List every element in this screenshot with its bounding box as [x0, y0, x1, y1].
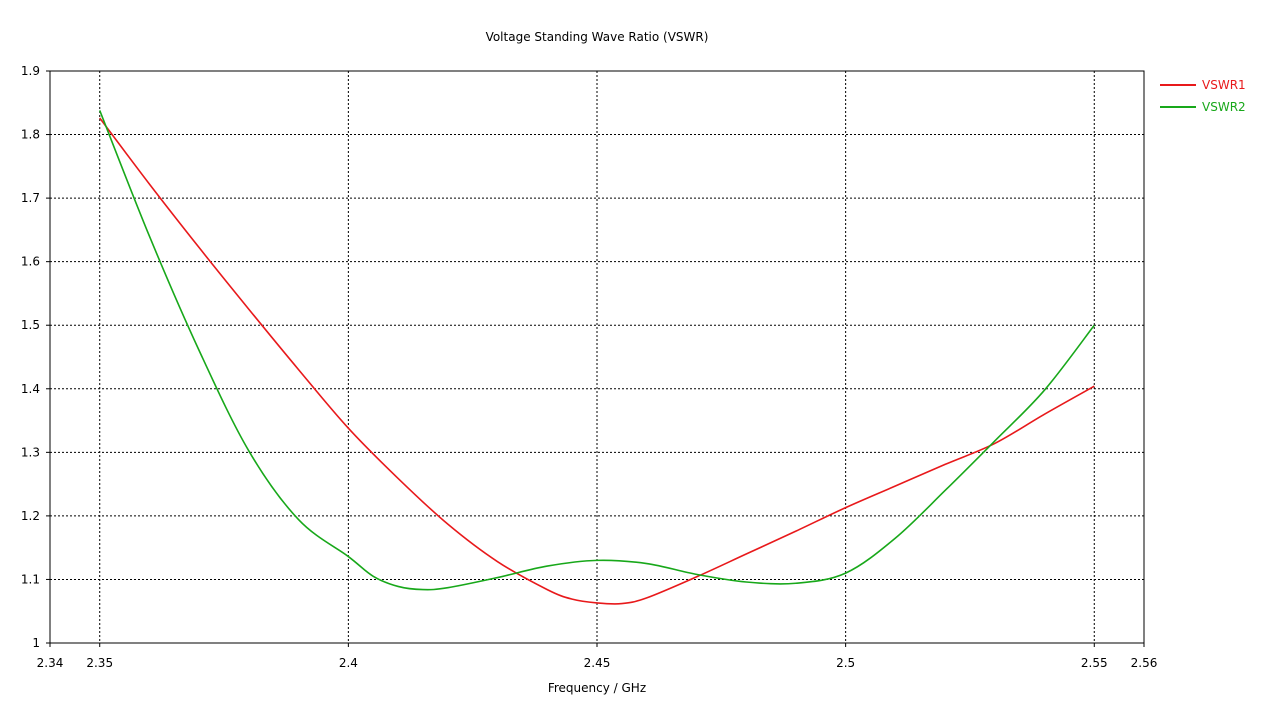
- x-axis-label: Frequency / GHz: [548, 681, 646, 695]
- legend: VSWR1 VSWR2: [1160, 78, 1246, 114]
- x-tick-label: 2.34: [37, 656, 64, 670]
- x-tick-label: 2.45: [584, 656, 611, 670]
- y-tick-label: 1.1: [21, 572, 40, 586]
- y-tick-label: 1.9: [21, 64, 40, 78]
- x-tick-label: 2.35: [86, 656, 113, 670]
- x-tick-label: 2.56: [1131, 656, 1158, 670]
- x-tick-label: 2.4: [339, 656, 358, 670]
- y-tick-label: 1.8: [21, 128, 40, 142]
- grid: [50, 71, 1144, 643]
- y-tick-label: 1.7: [21, 191, 40, 205]
- axis-ticks: 2.34 2.35 2.4 2.45 2.5 2.55 2.56 1 1.1 1.2 1.3 1.4 1…: [21, 64, 1157, 670]
- y-tick-label: 1.5: [21, 318, 40, 332]
- x-tick-label: 2.5: [836, 656, 855, 670]
- legend-label-vswr2: VSWR2: [1202, 100, 1246, 114]
- y-tick-label: 1.2: [21, 509, 40, 523]
- y-tick-label: 1.4: [21, 382, 40, 396]
- y-tick-label: 1: [32, 636, 40, 650]
- series-line-vswr2: [98, 110, 1095, 591]
- chart-title: Voltage Standing Wave Ratio (VSWR): [486, 30, 709, 44]
- x-tick-label: 2.55: [1081, 656, 1108, 670]
- legend-label-vswr1: VSWR1: [1202, 78, 1246, 92]
- series-lines: [98, 110, 1095, 605]
- y-tick-label: 1.3: [21, 445, 40, 459]
- series-line-vswr1: [99, 117, 1095, 605]
- y-tick-label: 1.6: [21, 255, 40, 269]
